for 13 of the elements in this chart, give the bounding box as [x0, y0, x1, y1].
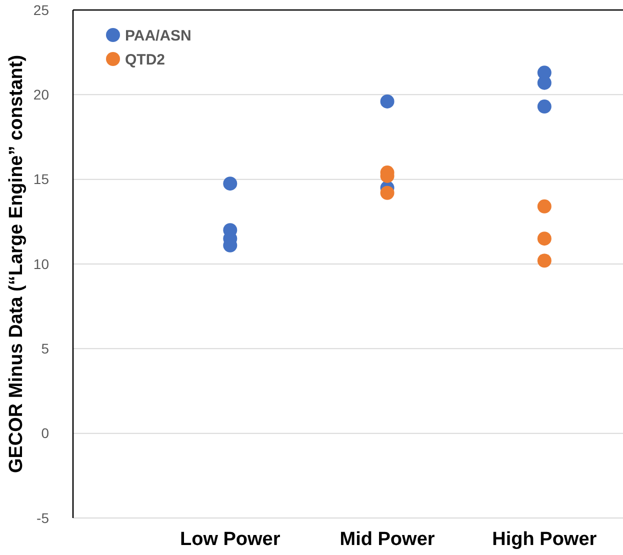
- y-tick-label: 25: [33, 2, 50, 18]
- y-axis-title: GECOR Minus Data (“Large Engine” constant): [6, 54, 27, 474]
- y-tick-label: -5: [36, 510, 50, 526]
- legend-label: QTD2: [125, 51, 166, 68]
- y-tick-label: 20: [33, 86, 50, 103]
- y-tick-label: 5: [41, 340, 50, 357]
- x-tick-label: High Power: [492, 529, 598, 550]
- y-tick-label: 15: [33, 171, 50, 188]
- x-tick-label: Low Power: [180, 529, 281, 550]
- y-tick-label: 0: [41, 425, 50, 442]
- y-tick-label: 10: [33, 256, 50, 272]
- x-tick-label: Mid Power: [340, 529, 436, 550]
- legend-label: PAA/ASN: [125, 27, 192, 44]
